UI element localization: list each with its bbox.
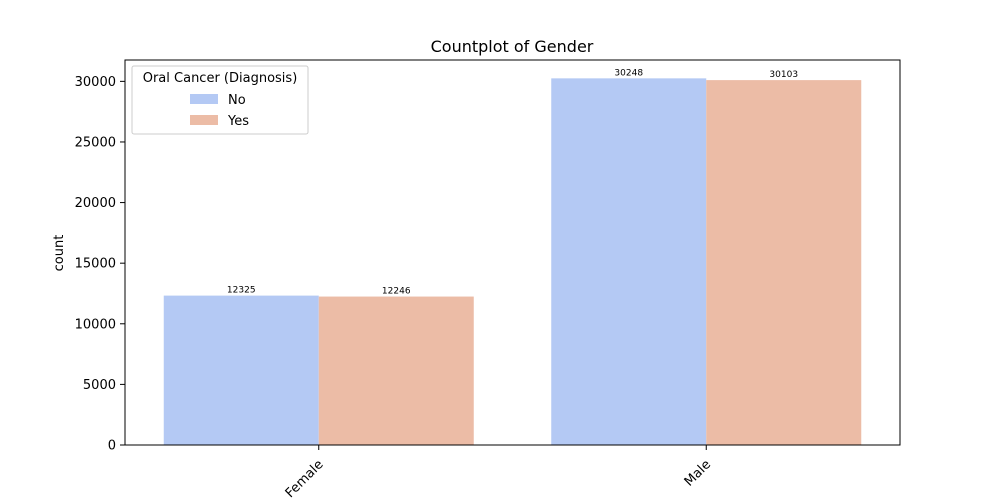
y-tick-label: 5000 [83,378,116,393]
x-tick-label-female: Female [283,457,327,500]
bar-label-female-no: 12325 [227,286,256,296]
bar-male-no [551,78,707,445]
bar-label-male-yes: 30103 [769,70,798,80]
legend: Oral Cancer (Diagnosis) No Yes [131,65,309,135]
legend-title: Oral Cancer (Diagnosis) [143,71,298,86]
bars-layer: 12325 12246 30248 30103 [163,68,862,445]
bar-female-yes [318,296,474,445]
legend-entry-no: No [228,93,246,108]
y-tick-label: 10000 [75,317,116,332]
legend-entry-yes: Yes [227,114,249,129]
y-tick-label: 30000 [75,75,116,90]
y-tick-label: 20000 [75,196,116,211]
legend-swatch-no [190,94,218,104]
y-tick-label: 15000 [75,257,116,272]
y-tick-label: 25000 [75,135,116,150]
y-axis-label: count [52,235,67,272]
legend-swatch-yes [190,115,218,125]
bar-label-female-yes: 12246 [382,287,411,297]
chart-title: Countplot of Gender [431,37,594,56]
bar-male-yes [706,80,862,445]
bar-label-male-no: 30248 [614,68,643,78]
bar-female-no [163,295,319,445]
axes-layer: Female Male 0 5000 10000 15000 20000 25000 30000 [75,59,901,500]
x-tick-label-male: Male [682,457,714,489]
legend-frame [131,65,309,135]
plot-frame [124,59,901,446]
y-tick-label: 0 [108,439,116,454]
